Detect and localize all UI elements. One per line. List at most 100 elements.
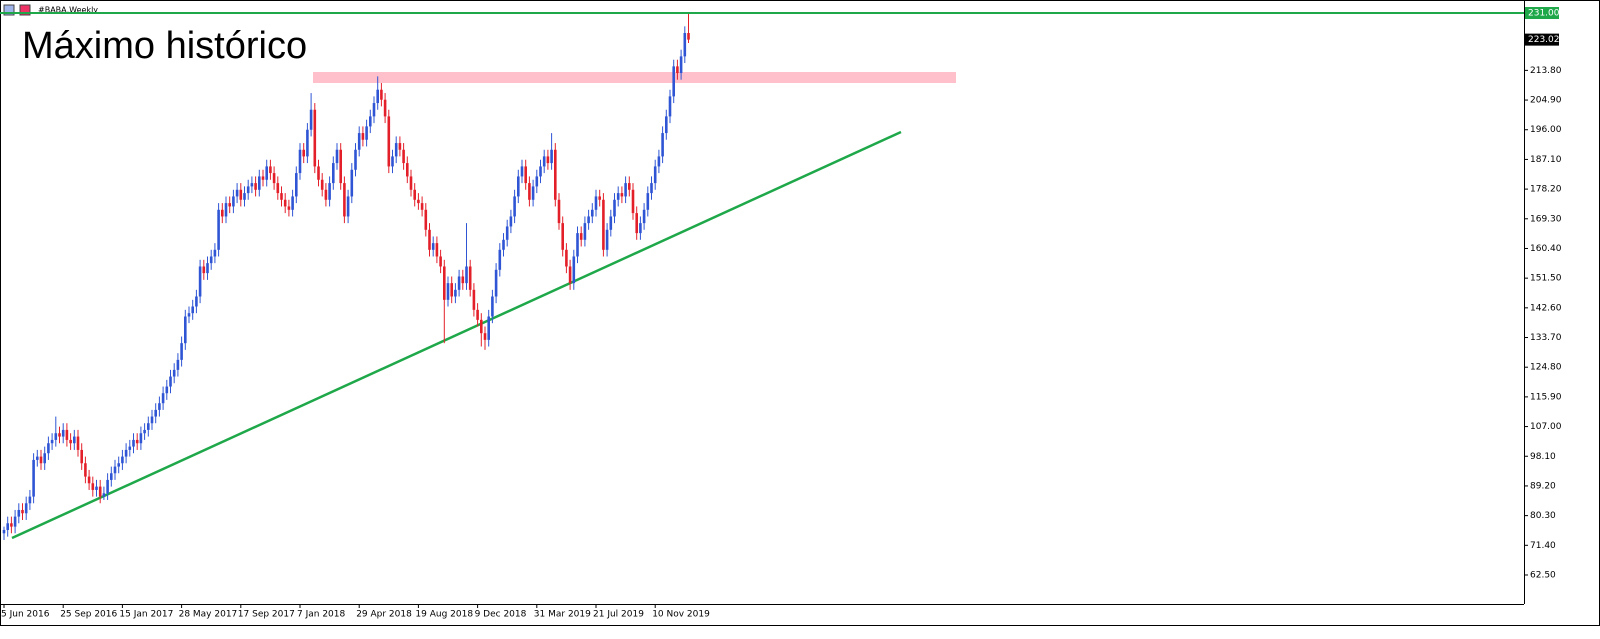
y-tick-label: 133.70 <box>1530 333 1562 343</box>
x-tick-label: 7 Jan 2018 <box>297 610 345 620</box>
candle-body <box>209 256 213 264</box>
candle-body <box>169 376 172 387</box>
candle-body <box>394 143 398 157</box>
candle-body <box>531 186 535 200</box>
candle-body <box>335 149 339 164</box>
candle-body <box>457 276 461 290</box>
candle-body <box>2 529 6 534</box>
candle-body <box>80 449 83 464</box>
candle-body <box>683 33 687 57</box>
candle-body <box>635 213 638 234</box>
candle-body <box>665 116 668 134</box>
candle-body <box>110 473 113 480</box>
x-tick-label: 28 May 2017 <box>179 610 238 620</box>
candle-body <box>272 173 276 184</box>
candle-body <box>302 149 305 157</box>
candle-body <box>154 409 157 417</box>
candle-body <box>117 463 120 467</box>
candle-body <box>491 296 494 317</box>
candle-body <box>650 183 653 194</box>
candle-body <box>184 316 187 344</box>
candle-body <box>265 166 268 180</box>
candle-body <box>494 269 498 297</box>
candle-body <box>465 266 468 284</box>
candle-body <box>535 176 539 187</box>
trend-line <box>11 130 902 540</box>
candle-body <box>202 266 206 274</box>
candle-body <box>598 196 601 200</box>
x-tick-label: 31 Mar 2019 <box>534 610 591 620</box>
candle-body <box>406 163 409 177</box>
candle-body <box>21 509 24 514</box>
annotation: Máximo histórico <box>22 25 307 67</box>
candle-body <box>550 149 553 164</box>
candle-body <box>435 243 439 257</box>
candle-body <box>539 166 542 177</box>
candle-body <box>561 223 564 250</box>
candle-body <box>313 109 317 167</box>
candle-body <box>213 249 217 257</box>
candle-body <box>276 183 280 194</box>
candle-body <box>113 466 117 474</box>
candle-body <box>309 109 313 130</box>
candle-body <box>50 439 54 444</box>
candle-body <box>502 239 505 250</box>
candle-body <box>283 199 287 207</box>
price-label-box <box>1525 33 1559 46</box>
candle-body <box>176 359 180 370</box>
candle-body <box>87 476 91 484</box>
candle-body <box>10 523 13 527</box>
candle-body <box>76 436 80 450</box>
candle-body <box>583 223 587 240</box>
candle-body <box>602 199 605 250</box>
candle-body <box>542 156 546 167</box>
candle-body <box>476 309 479 320</box>
candle-body <box>524 166 527 184</box>
y-tick-label: 169.30 <box>1530 214 1562 224</box>
candle-body <box>198 266 202 297</box>
candle-body <box>450 283 453 297</box>
candle-body <box>613 199 616 217</box>
candle-body <box>172 369 176 377</box>
candle-body <box>528 183 531 200</box>
candle-body <box>128 446 132 450</box>
y-tick-label: 107.00 <box>1530 422 1562 432</box>
price-label-box <box>1525 7 1559 20</box>
candle-body <box>628 183 631 190</box>
x-tick-label: 29 Apr 2018 <box>356 610 412 620</box>
candle-body <box>594 196 598 210</box>
candle-body <box>468 266 472 290</box>
candle-body <box>609 216 613 230</box>
candle-body <box>161 393 165 404</box>
candle-body <box>150 416 154 424</box>
candle-body <box>339 149 342 184</box>
candle-body <box>483 333 487 340</box>
candle-body <box>387 116 391 167</box>
candle-body <box>687 33 690 40</box>
candle-body <box>579 233 583 240</box>
candle-body <box>61 429 65 437</box>
y-tick-label: 71.40 <box>1530 541 1556 551</box>
candle-body <box>487 316 490 340</box>
candle-body <box>668 96 672 117</box>
candle-body <box>679 56 683 74</box>
frame <box>0 0 1600 626</box>
candle-body <box>235 189 239 197</box>
candle-body <box>54 433 58 440</box>
candle-body <box>143 429 146 434</box>
candle-body <box>372 103 376 117</box>
candle-body <box>343 183 346 217</box>
y-tick-label: 124.80 <box>1530 363 1562 373</box>
y-tick-label: 62.50 <box>1530 570 1556 580</box>
candle-body <box>605 229 609 250</box>
candle-body <box>557 199 561 224</box>
candle-body <box>591 209 594 217</box>
x-tick-label: 21 Jul 2019 <box>593 610 644 620</box>
candle-body <box>461 276 465 284</box>
candle-body <box>261 176 265 180</box>
candle-body <box>361 133 365 140</box>
y-tick-label: 187.10 <box>1530 155 1562 165</box>
candle-body <box>365 126 368 140</box>
candle-body <box>676 66 679 74</box>
